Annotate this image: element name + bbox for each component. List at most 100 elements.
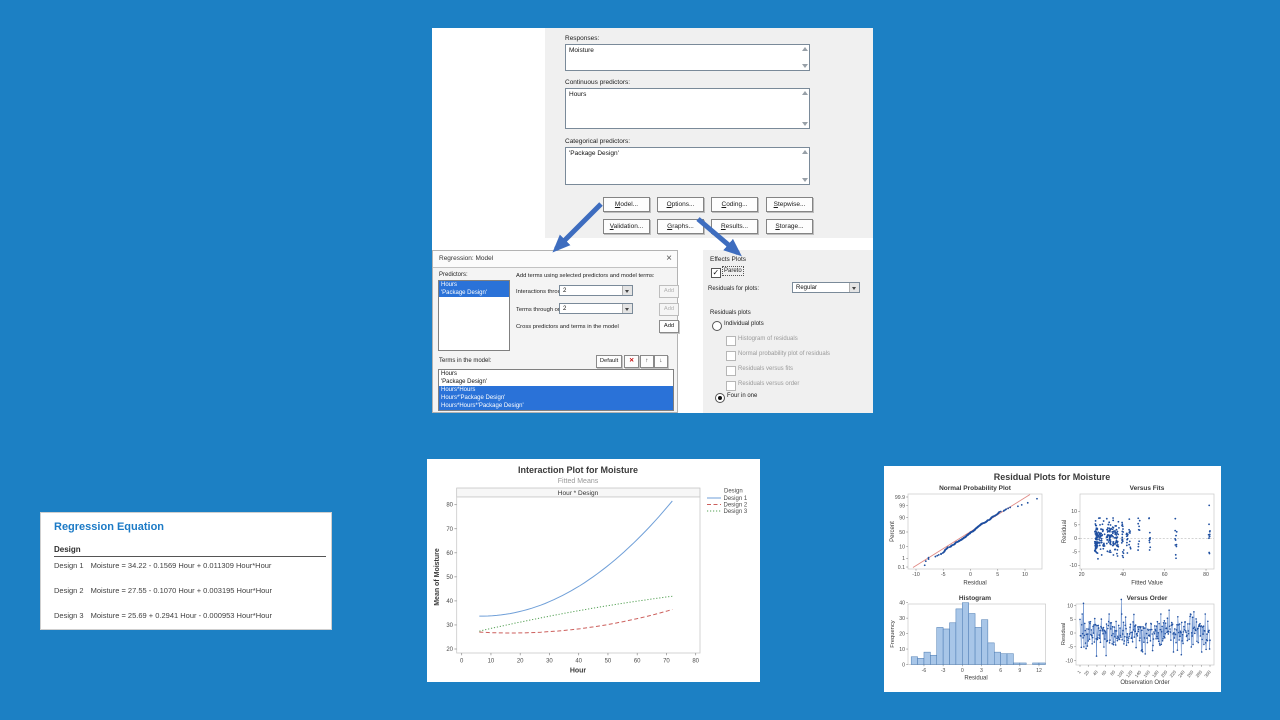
interactions-order-value: 2 [563, 288, 567, 294]
svg-text:40: 40 [899, 601, 905, 607]
scroll-up-icon[interactable] [802, 150, 808, 154]
close-icon[interactable]: × [666, 253, 672, 264]
list-item[interactable]: Hours [439, 281, 509, 289]
default-button[interactable]: Default [596, 355, 622, 368]
terms-order-select[interactable]: 2 [559, 303, 633, 314]
residuals-versus-order-checkbox[interactable] [726, 381, 736, 391]
add-interactions-button[interactable]: Add [659, 285, 679, 298]
svg-text:40: 40 [446, 599, 453, 605]
pareto-label[interactable]: Pareto [722, 266, 744, 276]
screenshot-sheet: Responses: Moisture Continuous predictor… [432, 28, 873, 413]
list-item[interactable]: Hours*Hours*'Package Design' [439, 402, 673, 410]
four-in-one-label[interactable]: Four in one [727, 393, 758, 399]
responses-input[interactable]: Moisture [565, 44, 810, 71]
scroll-down-icon[interactable] [802, 178, 808, 182]
chevron-down-icon[interactable] [622, 304, 632, 313]
svg-text:1: 1 [902, 556, 905, 562]
svg-text:0.1: 0.1 [898, 565, 905, 571]
model-dialog-title: Regression: Model [439, 255, 494, 262]
svg-text:20: 20 [1083, 669, 1090, 676]
move-down-icon[interactable]: ↓ [654, 355, 668, 368]
terms-in-model-listbox[interactable]: Hours 'Package Design' Hours*Hours Hours… [438, 369, 674, 411]
chevron-down-icon[interactable] [622, 286, 632, 295]
chevron-down-icon[interactable] [849, 283, 859, 292]
svg-text:Frequency: Frequency [890, 620, 896, 647]
svg-text:Residual: Residual [964, 676, 987, 682]
scroll-down-icon[interactable] [802, 122, 808, 126]
residuals-plots-label: Residuals plots [710, 310, 751, 316]
svg-text:Hour * Design: Hour * Design [558, 490, 599, 497]
normal-probability-checkbox[interactable] [726, 351, 736, 361]
responses-value: Moisture [569, 47, 594, 54]
add-cross-button[interactable]: Add [659, 320, 679, 333]
svg-text:9: 9 [1018, 668, 1021, 674]
svg-text:40: 40 [575, 659, 582, 665]
svg-text:-10: -10 [1066, 658, 1074, 664]
svg-text:220: 220 [1169, 669, 1178, 678]
svg-text:0: 0 [1070, 631, 1073, 637]
continuous-predictors-input[interactable]: Hours [565, 88, 810, 129]
equation-row: Design 3 Moisture = 25.69 + 0.2941 Hour -… [54, 611, 272, 620]
svg-text:99.9: 99.9 [895, 495, 905, 501]
svg-text:5: 5 [1070, 617, 1073, 623]
scroll-up-icon[interactable] [802, 91, 808, 95]
svg-text:60: 60 [1162, 572, 1168, 578]
histogram-residuals-checkbox[interactable] [726, 336, 736, 346]
residuals-for-plots-select[interactable]: Regular [792, 282, 860, 293]
validation-button[interactable]: Validation... [603, 219, 650, 234]
equation-text: Moisture = 25.69 + 0.2941 Hour - 0.00095… [90, 611, 272, 620]
list-item[interactable]: Hours*'Package Design' [439, 394, 673, 402]
four-in-one-radio[interactable] [715, 393, 725, 403]
storage-button[interactable]: Storage... [766, 219, 813, 234]
svg-text:60: 60 [446, 551, 453, 557]
categorical-predictors-label: Categorical predictors: [565, 138, 631, 145]
equation-text: Moisture = 34.22 - 0.1569 Hour + 0.01130… [90, 561, 272, 570]
add-terms-instruction: Add terms using selected predictors and … [516, 273, 655, 279]
scroll-down-icon[interactable] [802, 64, 808, 68]
histogram-residuals-label: Histogram of residuals [738, 336, 798, 342]
delete-term-icon[interactable]: ✕ [624, 355, 639, 368]
list-item[interactable]: Hours [441, 371, 458, 377]
terms-order-label: Terms through order: [516, 307, 570, 313]
results-button[interactable]: Results... [711, 219, 758, 234]
residuals-for-plots-value: Regular [796, 285, 818, 291]
svg-text:Percent: Percent [890, 521, 896, 542]
individual-plots-radio[interactable] [712, 321, 722, 331]
predictors-listbox[interactable]: Hours 'Package Design' [438, 280, 510, 351]
svg-text:70: 70 [446, 527, 453, 533]
stepwise-button[interactable]: Stepwise... [766, 197, 813, 212]
svg-text:Residual: Residual [963, 581, 986, 587]
svg-text:60: 60 [1100, 669, 1107, 676]
residuals-versus-fits-checkbox[interactable] [726, 366, 736, 376]
individual-plots-label[interactable]: Individual plots [724, 321, 764, 327]
move-up-icon[interactable]: ↑ [640, 355, 654, 368]
svg-text:30: 30 [899, 616, 905, 622]
options-button[interactable]: Options... [657, 197, 704, 212]
equation-row: Design 1 Moisture = 34.22 - 0.1569 Hour +… [54, 561, 271, 570]
list-item[interactable]: 'Package Design' [439, 289, 509, 297]
pareto-checkbox[interactable] [711, 268, 721, 278]
regression-main-dialog: Responses: Moisture Continuous predictor… [545, 28, 873, 238]
svg-text:12: 12 [1036, 668, 1042, 674]
svg-text:Histogram: Histogram [959, 595, 991, 602]
list-item[interactable]: Hours*Hours [439, 386, 673, 394]
stepwise-button-label: Stepwise... [773, 201, 806, 208]
categorical-predictors-input[interactable]: 'Package Design' [565, 147, 810, 185]
model-button[interactable]: Model... [603, 197, 650, 212]
add-terms-button[interactable]: Add [659, 303, 679, 316]
predictors-label: Predictors: [439, 272, 468, 278]
list-item[interactable]: 'Package Design' [441, 379, 487, 385]
svg-text:20: 20 [446, 647, 453, 653]
graphs-button[interactable]: Graphs... [657, 219, 704, 234]
scroll-up-icon[interactable] [802, 47, 808, 51]
svg-text:240: 240 [1177, 669, 1186, 678]
design-label: Design 1 [54, 561, 84, 570]
svg-text:-3: -3 [941, 668, 946, 674]
svg-text:Residual Plots for Moisture: Residual Plots for Moisture [994, 472, 1111, 482]
svg-text:10: 10 [488, 659, 495, 665]
storage-button-label: Storage... [775, 223, 804, 230]
interactions-order-select[interactable]: 2 [559, 285, 633, 296]
svg-text:80: 80 [692, 659, 699, 665]
coding-button-label: Coding... [721, 201, 748, 208]
coding-button[interactable]: Coding... [711, 197, 758, 212]
